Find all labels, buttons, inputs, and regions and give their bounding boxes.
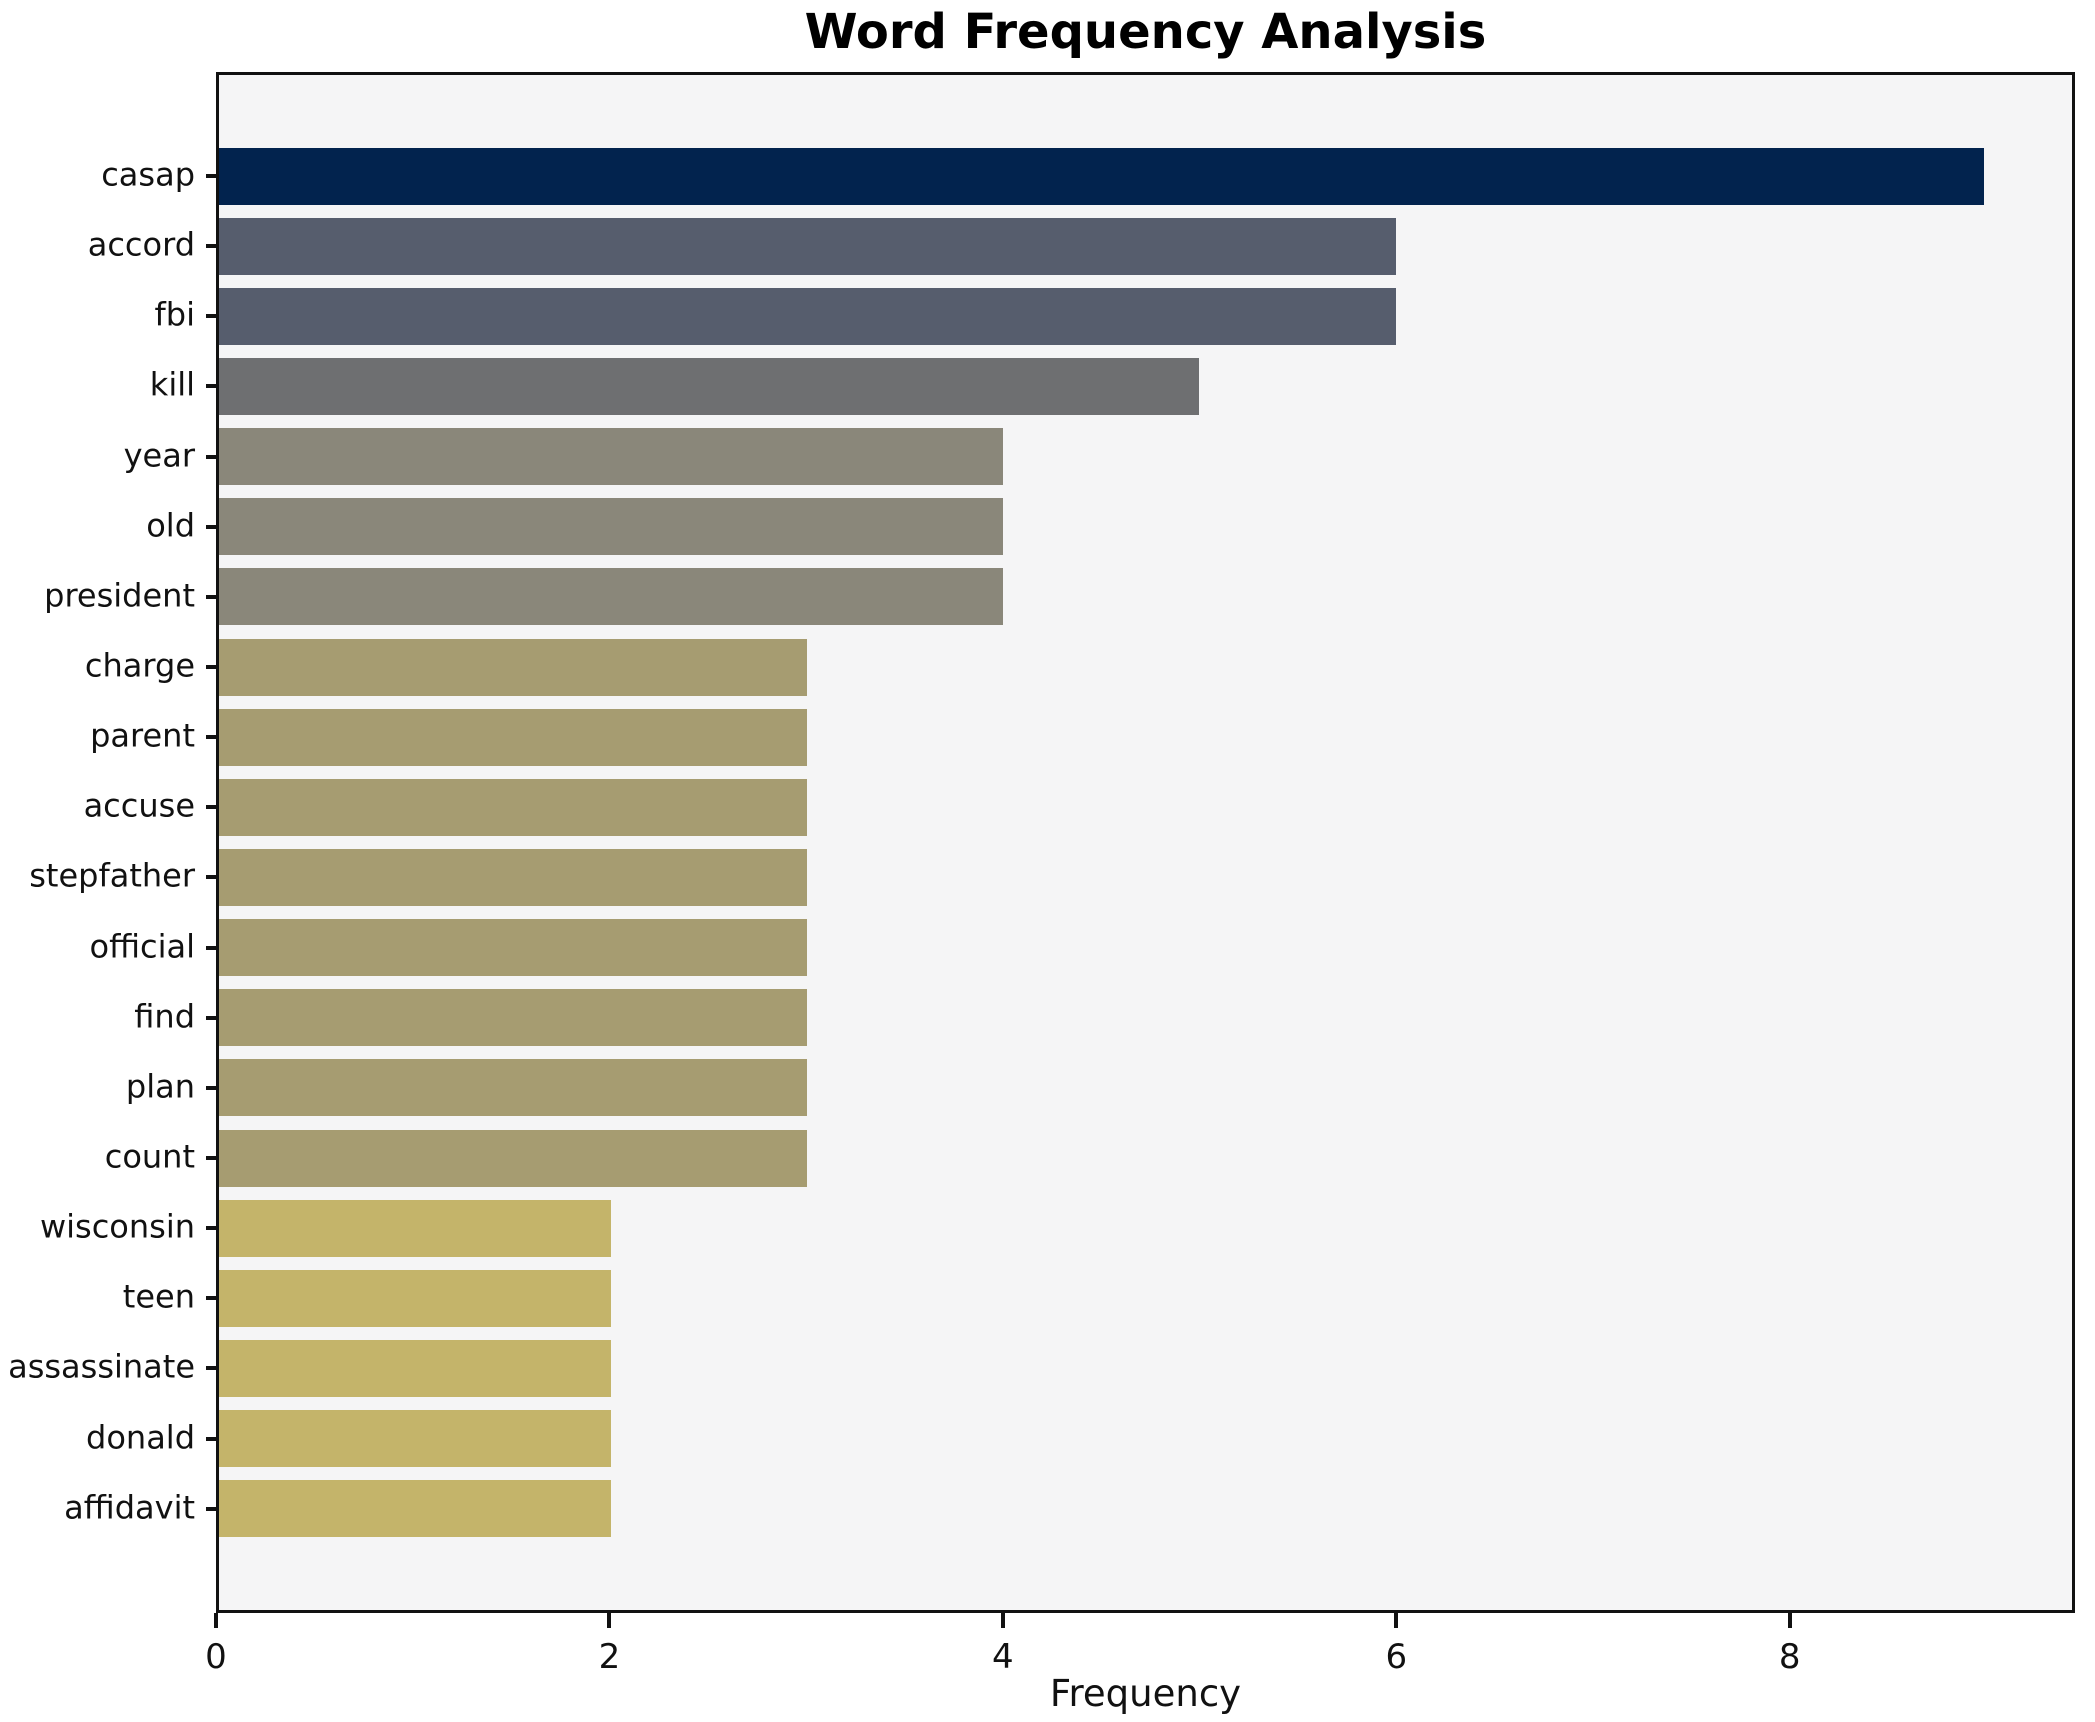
bar-accuse xyxy=(219,778,808,836)
y-tick-mark xyxy=(206,945,219,950)
bar-plan xyxy=(219,1059,808,1117)
y-tick-label: donald xyxy=(86,1418,195,1457)
y-tick-mark xyxy=(206,454,219,459)
bar-row: president xyxy=(44,562,2072,632)
plot-area: casap accord fbi kill year old president charge… xyxy=(8,72,2075,1613)
y-tick-mark xyxy=(206,1366,219,1371)
bar-rows: casap accord fbi kill year old president charge… xyxy=(8,75,2072,1610)
y-tick-label: year xyxy=(123,436,195,475)
x-tick-label: 6 xyxy=(1385,1637,1408,1677)
x-tick-mark xyxy=(214,1613,218,1628)
bar-president xyxy=(219,568,1004,626)
y-tick-mark xyxy=(206,1085,219,1090)
y-tick-label: find xyxy=(134,997,195,1036)
y-tick-label: kill xyxy=(149,365,195,404)
y-tick-label: charge xyxy=(84,646,195,685)
y-tick-label: affidavit xyxy=(64,1488,195,1527)
y-tick-mark xyxy=(206,1506,219,1511)
bar-assassinate xyxy=(219,1339,612,1397)
y-tick-mark xyxy=(206,665,219,670)
y-tick-mark xyxy=(206,1156,219,1161)
y-tick-mark xyxy=(206,875,219,880)
y-tick-label: casap xyxy=(101,155,195,194)
y-tick-label: wisconsin xyxy=(39,1207,195,1246)
y-tick-label: old xyxy=(146,506,195,545)
bar-row: charge xyxy=(85,632,2072,702)
bar-parent xyxy=(219,708,808,766)
x-tick-label: 4 xyxy=(992,1637,1014,1677)
bar-count xyxy=(219,1129,808,1187)
bar-row: accord xyxy=(88,211,2072,281)
y-tick-mark xyxy=(206,1436,219,1441)
chart-title: Word Frequency Analysis xyxy=(804,4,1487,60)
bar-row: teen xyxy=(123,1263,2072,1333)
bar-row: count xyxy=(105,1123,2072,1193)
bar-year xyxy=(219,428,1004,486)
bar-official xyxy=(219,919,808,977)
x-tick-mark xyxy=(1787,1613,1792,1628)
bar-row: assassinate xyxy=(8,1333,2072,1403)
bar-donald xyxy=(219,1410,612,1468)
bar-row: parent xyxy=(90,702,2072,772)
x-tick-label: 2 xyxy=(598,1637,621,1677)
y-tick-mark xyxy=(206,244,219,249)
bar-find xyxy=(219,989,808,1047)
bar-charge xyxy=(219,638,808,696)
y-tick-label: accord xyxy=(87,225,195,264)
y-tick-mark xyxy=(206,805,219,810)
y-tick-mark xyxy=(206,1226,219,1231)
bar-row: old xyxy=(146,492,2072,562)
bar-row: donald xyxy=(86,1404,2072,1474)
y-tick-label: president xyxy=(44,576,195,615)
y-tick-mark xyxy=(206,174,219,179)
bar-row: fbi xyxy=(155,281,2072,351)
bar-row: plan xyxy=(126,1053,2072,1123)
bar-kill xyxy=(219,357,1200,415)
bar-old xyxy=(219,498,1004,556)
y-tick-label: accuse xyxy=(83,786,195,825)
bar-fbi xyxy=(219,287,1396,345)
bar-stepfather xyxy=(219,848,808,906)
y-tick-mark xyxy=(206,594,219,599)
x-tick-label: 0 xyxy=(205,1637,227,1677)
x-tick-label: 8 xyxy=(1778,1637,1801,1677)
bar-row: casap xyxy=(101,141,2072,211)
y-tick-label: count xyxy=(104,1137,195,1176)
bar-row: find xyxy=(134,983,2072,1053)
bar-row: accuse xyxy=(84,772,2072,842)
y-tick-mark xyxy=(206,314,219,319)
y-tick-label: plan xyxy=(125,1067,195,1106)
x-tick-mark xyxy=(1394,1613,1399,1628)
x-tick-mark xyxy=(1000,1613,1005,1628)
bar-row: wisconsin xyxy=(40,1193,2072,1263)
y-tick-mark xyxy=(206,524,219,529)
bar-wisconsin xyxy=(219,1199,612,1257)
y-tick-label: teen xyxy=(122,1277,195,1316)
y-tick-label: parent xyxy=(90,716,195,755)
y-tick-mark xyxy=(206,1296,219,1301)
y-tick-mark xyxy=(206,735,219,740)
bar-row: year xyxy=(124,422,2072,492)
bar-casap xyxy=(219,147,1984,205)
bar-accord xyxy=(219,217,1396,275)
y-tick-label: fbi xyxy=(154,295,195,334)
y-tick-label: assassinate xyxy=(8,1347,195,1386)
y-tick-mark xyxy=(206,384,219,389)
y-tick-mark xyxy=(206,1015,219,1020)
bar-row: kill xyxy=(150,351,2072,421)
y-tick-label: stepfather xyxy=(29,856,195,895)
x-tick-mark xyxy=(607,1613,612,1628)
bar-row: affidavit xyxy=(64,1474,2072,1544)
bar-row: official xyxy=(90,913,2072,983)
y-tick-label: official xyxy=(89,927,196,966)
bar-teen xyxy=(219,1269,612,1327)
x-axis-label: Frequency xyxy=(1049,1672,1242,1715)
bar-row: stepfather xyxy=(29,842,2072,912)
bar-affidavit xyxy=(219,1480,612,1538)
